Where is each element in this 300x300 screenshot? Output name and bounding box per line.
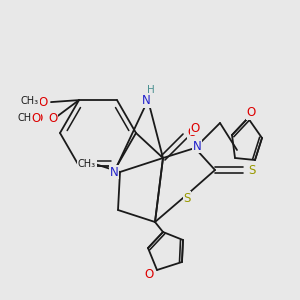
Text: S: S: [183, 191, 191, 205]
Text: O: O: [190, 122, 200, 134]
Text: N: N: [142, 94, 150, 107]
Text: O: O: [32, 112, 40, 124]
Text: CH₃: CH₃: [78, 159, 96, 169]
Text: H: H: [147, 85, 155, 95]
Text: O: O: [33, 112, 43, 124]
Text: O: O: [38, 96, 48, 109]
Text: CH₃: CH₃: [21, 96, 39, 106]
Text: N: N: [193, 140, 201, 152]
Text: O: O: [188, 127, 196, 140]
Text: O: O: [48, 112, 58, 124]
Text: O: O: [144, 268, 154, 281]
Text: O: O: [246, 106, 256, 119]
Text: N: N: [110, 166, 118, 178]
Text: S: S: [248, 164, 256, 176]
Text: CH₃: CH₃: [18, 113, 36, 123]
